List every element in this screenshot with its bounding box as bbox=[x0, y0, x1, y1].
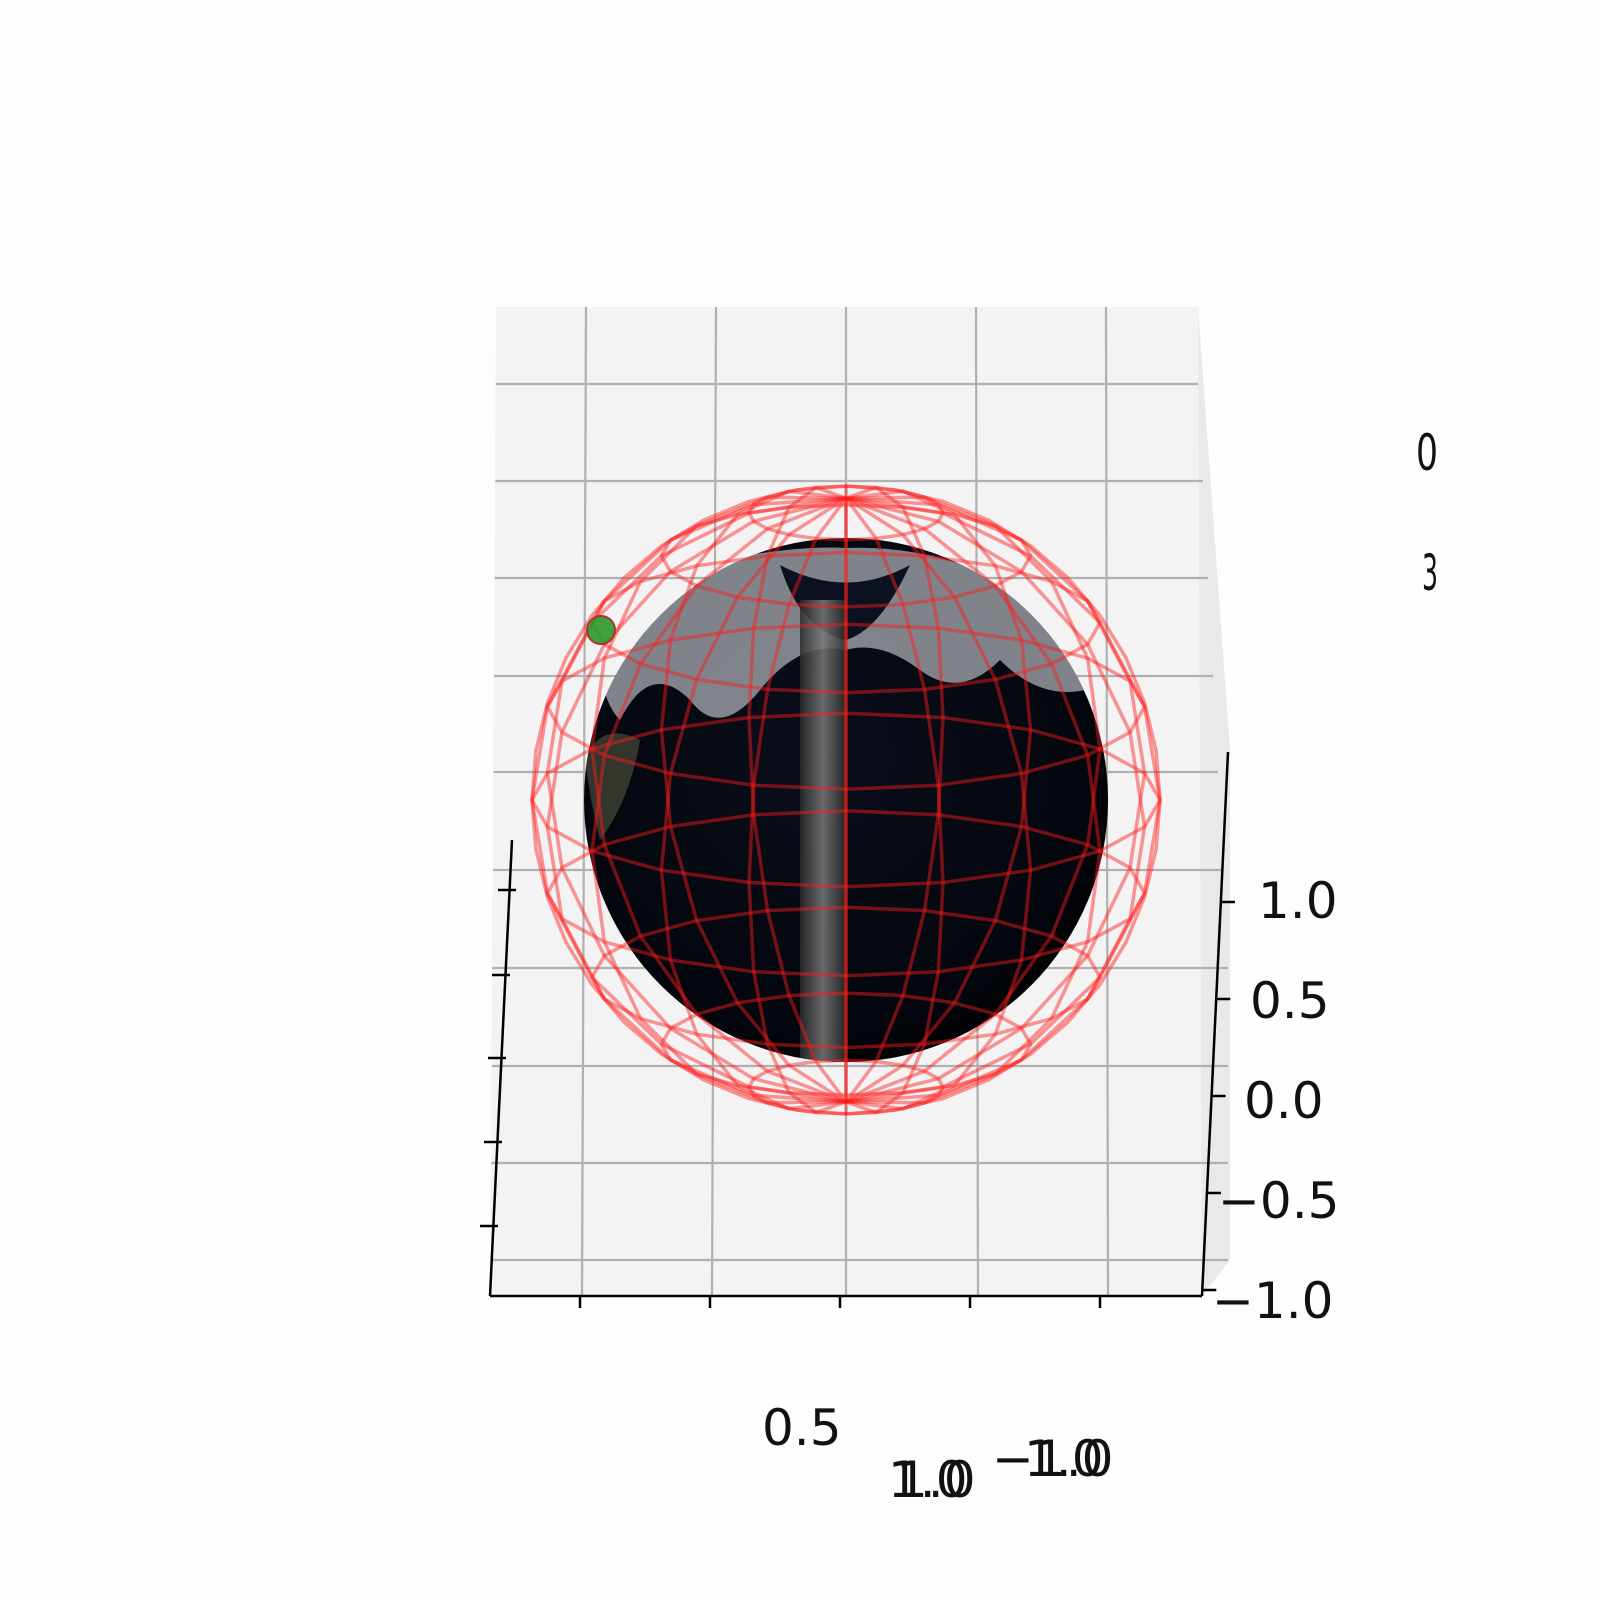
z-axis-spine bbox=[1200, 751, 1230, 1297]
wireframe-meridian bbox=[845, 496, 1162, 1104]
wireframe-parallel bbox=[545, 622, 1147, 792]
z-tick-label: 0.5 bbox=[1250, 972, 1330, 1030]
wireframe-meridian bbox=[659, 489, 847, 1104]
x-axis-tick-labels: 0.5 1.0 1.0 −1.0 1.0 bbox=[762, 1399, 1113, 1509]
wireframe-parallel bbox=[659, 503, 1033, 609]
y-axis-spine bbox=[488, 839, 514, 1297]
z-axis-ticks bbox=[1202, 900, 1235, 1292]
z-tick-label: 1.0 bbox=[1258, 872, 1338, 930]
z-tick-label: −0.5 bbox=[1218, 1172, 1339, 1230]
gridline-vertical bbox=[580, 306, 588, 1297]
wireframe-meridian bbox=[845, 496, 1033, 1111]
wireframe-meridian bbox=[545, 496, 847, 1104]
wireframe-parallel bbox=[590, 905, 1102, 1050]
wireframe-meridian bbox=[845, 495, 1102, 1104]
wireframe-parallel bbox=[545, 808, 1147, 978]
x-tick-label: 1.0 bbox=[888, 1451, 968, 1509]
x-tick-label: 0.5 bbox=[762, 1399, 842, 1457]
y-axis-tick-labels: 0 3 bbox=[1416, 424, 1438, 602]
wireframe-meridian bbox=[747, 485, 848, 1103]
y-tick-label: 0 bbox=[1416, 424, 1438, 482]
wireframe-meridian bbox=[545, 496, 847, 1104]
wireframe-parallel bbox=[747, 1058, 945, 1116]
wireframe-meridian bbox=[590, 496, 847, 1105]
z-tick-label: 0.0 bbox=[1244, 1072, 1324, 1130]
y-axis-ticks bbox=[480, 888, 516, 1228]
x-tick-label: 1.0 bbox=[1024, 1430, 1104, 1488]
earth-seam bbox=[800, 600, 846, 1062]
earth-sphere bbox=[584, 538, 1108, 1062]
axis-spines bbox=[488, 751, 1230, 1298]
wireframe-meridian bbox=[590, 495, 847, 1104]
wireframe-outline bbox=[530, 484, 1162, 1116]
wireframe-parallel bbox=[590, 550, 1102, 695]
wireframe-meridian bbox=[659, 496, 847, 1111]
wireframe-meridian bbox=[844, 485, 945, 1103]
x-tick-label: −1.0 bbox=[992, 1430, 1113, 1488]
x-axis-ticks bbox=[578, 1296, 1102, 1308]
y-tick-label: 3 bbox=[1422, 544, 1438, 602]
x-tick-label: 1.0 bbox=[896, 1451, 976, 1509]
z-axis-tick-labels: 1.0 0.5 0.0 −0.5 −1.0 bbox=[1212, 872, 1339, 1330]
wireframe-meridian bbox=[845, 489, 1033, 1104]
wireframe-parallel bbox=[659, 991, 1033, 1097]
wireframe-parallel bbox=[747, 484, 945, 542]
wireframe-meridian bbox=[845, 496, 1147, 1104]
earth-landmass-left bbox=[585, 733, 640, 840]
axes-right-pane bbox=[1198, 307, 1230, 1296]
wireframe-meridian bbox=[530, 496, 847, 1104]
wireframe-meridian bbox=[844, 497, 945, 1115]
wireframe-parallel bbox=[530, 711, 1162, 889]
wireframe-sphere bbox=[530, 484, 1162, 1116]
data-point bbox=[586, 615, 616, 645]
wireframe-meridian bbox=[845, 496, 1102, 1105]
wireframe-meridian bbox=[845, 496, 1147, 1104]
z-tick-label: −1.0 bbox=[1212, 1272, 1333, 1330]
wireframe-meridian bbox=[747, 497, 848, 1115]
